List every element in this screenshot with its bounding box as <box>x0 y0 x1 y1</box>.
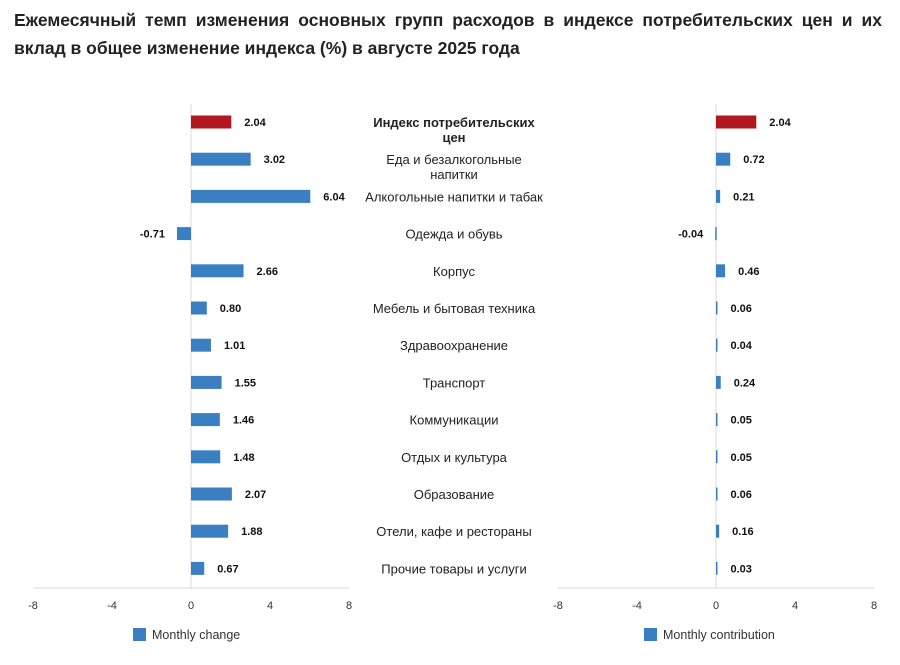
contribution-bar <box>716 524 720 538</box>
change-legend-label: Monthly change <box>152 628 240 642</box>
change-x-tick-label: 0 <box>188 600 194 612</box>
change-bar <box>191 264 244 278</box>
contribution-data-label: 0.04 <box>731 340 753 352</box>
contribution-bar <box>716 301 718 315</box>
category-label: Транспорт <box>423 375 486 390</box>
change-x-tick-label: -4 <box>107 600 117 612</box>
contribution-data-label: 0.16 <box>732 526 753 538</box>
category-label: Коммуникации <box>410 413 499 428</box>
contribution-x-tick-label: -8 <box>553 600 563 612</box>
change-data-label: 1.46 <box>233 415 254 427</box>
change-bar <box>191 375 222 389</box>
change-x-tick-label: -8 <box>28 600 38 612</box>
change-bar <box>191 338 211 352</box>
change-legend-swatch <box>133 628 146 641</box>
category-label: цен <box>442 130 465 145</box>
category-label: Алкогольные напитки и табак <box>365 189 543 204</box>
contribution-bar <box>716 375 721 389</box>
contribution-data-label: 0.06 <box>731 489 752 501</box>
contribution-data-label: 0.46 <box>738 266 759 278</box>
contribution-data-label: 0.05 <box>731 452 752 464</box>
change-x-tick-label: 8 <box>346 600 352 612</box>
contribution-data-label: 0.06 <box>731 303 752 315</box>
change-data-label: 2.07 <box>245 489 266 501</box>
change-bar <box>191 115 232 129</box>
contribution-legend-label: Monthly contribution <box>663 628 775 642</box>
change-x-tick-label: 4 <box>267 600 273 612</box>
contribution-data-label: 0.24 <box>734 377 756 389</box>
chart-title: Ежемесячный темп изменения основных груп… <box>14 10 882 58</box>
category-label: напитки <box>430 167 478 182</box>
contribution-data-label: 0.03 <box>731 563 752 575</box>
change-bar <box>191 189 311 203</box>
change-data-label: 0.67 <box>217 563 238 575</box>
category-label: Отдых и культура <box>401 450 508 465</box>
category-label: Здравоохранение <box>400 338 508 353</box>
change-bar <box>191 301 207 315</box>
change-bar <box>191 561 205 575</box>
category-label: Мебель и бытовая техника <box>373 301 536 316</box>
change-bar <box>191 413 220 427</box>
change-data-label: 3.02 <box>264 154 285 166</box>
category-label: Корпус <box>433 264 475 279</box>
contribution-bar <box>715 227 717 241</box>
contribution-bar <box>716 115 757 129</box>
change-data-label: 1.88 <box>241 526 262 538</box>
change-data-label: 2.66 <box>257 266 278 278</box>
category-label: Прочие товары и услуги <box>381 561 526 576</box>
contribution-bar <box>716 487 718 501</box>
change-bar <box>191 524 229 538</box>
change-bar <box>191 487 232 501</box>
contribution-x-tick-label: 0 <box>713 600 719 612</box>
contribution-data-label: 0.72 <box>743 154 764 166</box>
contribution-bar <box>716 189 721 203</box>
contribution-data-label: 0.05 <box>731 415 752 427</box>
change-bar <box>191 152 251 166</box>
change-bar <box>191 450 221 464</box>
contribution-data-label: 2.04 <box>769 117 791 129</box>
contribution-data-label: 0.21 <box>733 191 754 203</box>
contribution-bar <box>716 450 718 464</box>
contribution-x-tick-label: 8 <box>871 600 877 612</box>
change-data-label: 1.55 <box>235 377 256 389</box>
change-bar <box>176 227 191 241</box>
change-data-label: -0.71 <box>140 229 165 241</box>
change-data-label: 1.48 <box>233 452 254 464</box>
contribution-bar <box>716 152 731 166</box>
contribution-bar <box>716 561 718 575</box>
category-label: Еда и безалкогольные <box>386 152 522 167</box>
contribution-data-label: -0.04 <box>678 229 704 241</box>
contribution-x-tick-label: -4 <box>632 600 642 612</box>
contribution-bar <box>716 413 718 427</box>
contribution-x-tick-label: 4 <box>792 600 798 612</box>
category-label: Отели, кафе и рестораны <box>376 524 531 539</box>
category-label: Одежда и обувь <box>405 227 502 242</box>
change-data-label: 6.04 <box>323 191 345 203</box>
category-label: Образование <box>414 487 495 502</box>
change-data-label: 1.01 <box>224 340 245 352</box>
change-data-label: 0.80 <box>220 303 241 315</box>
category-label: Индекс потребительских <box>373 115 535 130</box>
contribution-bar <box>716 338 718 352</box>
change-data-label: 2.04 <box>244 117 266 129</box>
contribution-bar <box>716 264 726 278</box>
contribution-legend-swatch <box>644 628 657 641</box>
